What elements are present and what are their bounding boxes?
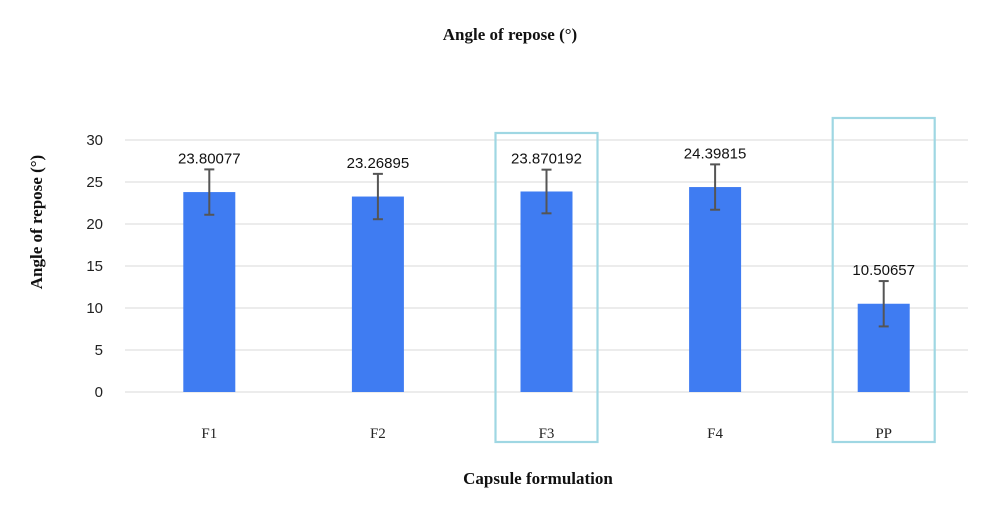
error-bar-f4 xyxy=(710,163,721,211)
x-tick-f4: F4 xyxy=(707,426,723,442)
x-tick-pp: PP xyxy=(875,426,892,442)
y-tick-label: 30 xyxy=(86,132,103,149)
chart-title: Angle of repose (°) xyxy=(443,25,577,44)
error-bar-f1 xyxy=(204,168,215,216)
bar-f2 xyxy=(351,196,404,392)
data-labels: 23.80077 23.26895 23.870192 24.39815 10.5065… xyxy=(178,145,915,279)
x-tick-f2: F2 xyxy=(370,426,386,442)
x-tick-f3: F3 xyxy=(539,426,555,442)
bar-f4 xyxy=(689,187,742,392)
x-axis-label: Capsule formulation xyxy=(463,469,613,488)
bar-f3 xyxy=(520,191,573,392)
data-label-f1: 23.80077 xyxy=(178,150,241,167)
data-label-f4: 24.39815 xyxy=(684,145,747,162)
data-label-pp: 10.50657 xyxy=(852,262,915,279)
y-tick-label: 20 xyxy=(86,216,103,233)
y-tick-label: 25 xyxy=(86,174,103,191)
error-bar-f2 xyxy=(372,172,383,221)
error-bar-pp xyxy=(878,280,889,328)
error-bars xyxy=(204,163,889,328)
y-axis-label: Angle of repose (°) xyxy=(27,155,46,289)
bar-f1 xyxy=(183,192,236,392)
y-tick-label: 0 xyxy=(95,384,103,401)
y-tick-label: 15 xyxy=(86,258,103,275)
y-axis-ticks: 0 5 10 15 20 25 30 xyxy=(86,132,103,401)
y-tick-label: 10 xyxy=(86,300,103,317)
bars xyxy=(183,187,910,392)
data-label-f3: 23.870192 xyxy=(511,151,582,168)
highlight-box-pp xyxy=(831,116,936,444)
data-label-f2: 23.26895 xyxy=(347,155,410,172)
highlight-box-f3 xyxy=(494,131,599,444)
error-bar-f3 xyxy=(541,168,552,215)
x-axis-ticks: F1 F2 F3 F4 PP xyxy=(201,426,892,442)
highlight-boxes xyxy=(494,116,936,444)
y-tick-label: 5 xyxy=(95,342,103,359)
x-tick-f1: F1 xyxy=(201,426,217,442)
